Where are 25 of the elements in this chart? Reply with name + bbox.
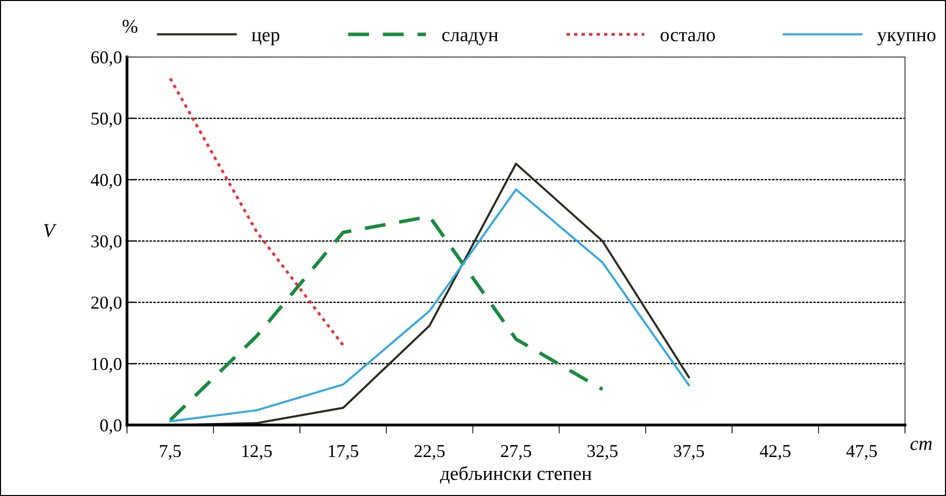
- x-tick-label: 42,5: [760, 445, 790, 460]
- x-axis-title: дебљински степен: [440, 466, 592, 484]
- y-tick-label: 50,0: [92, 112, 122, 128]
- legend-label: цер: [252, 32, 280, 46]
- x-tick-label: 12,5: [242, 445, 272, 460]
- line-series: [168, 214, 604, 422]
- y-tick-label: 40,0: [90, 174, 122, 189]
- y-tick-label: 60,0: [91, 51, 122, 66]
- legend-label: укупно: [877, 32, 936, 46]
- x-tick-label: 47,5: [846, 445, 877, 460]
- y-tick-label: 0,0: [100, 419, 122, 434]
- x-tick-label: 7,5: [160, 445, 181, 460]
- x-tick-label: 27,5: [500, 445, 532, 460]
- y-axis-title: V: [44, 224, 57, 238]
- text: %: [122, 20, 138, 33]
- x-tick-label: 17,5: [328, 445, 358, 460]
- y-tick-label: 30,0: [91, 235, 122, 250]
- y-tick-label: 20,0: [91, 296, 122, 312]
- x-tick-label: 32,5: [588, 445, 618, 460]
- text: cm: [910, 440, 932, 450]
- x-tick-label: 22,5: [414, 445, 445, 460]
- legend-label: остало: [660, 32, 715, 42]
- legend-label: сладун: [442, 32, 498, 46]
- x-tick-label: 37,5: [674, 445, 704, 460]
- y-tick-label: 10,0: [92, 358, 122, 373]
